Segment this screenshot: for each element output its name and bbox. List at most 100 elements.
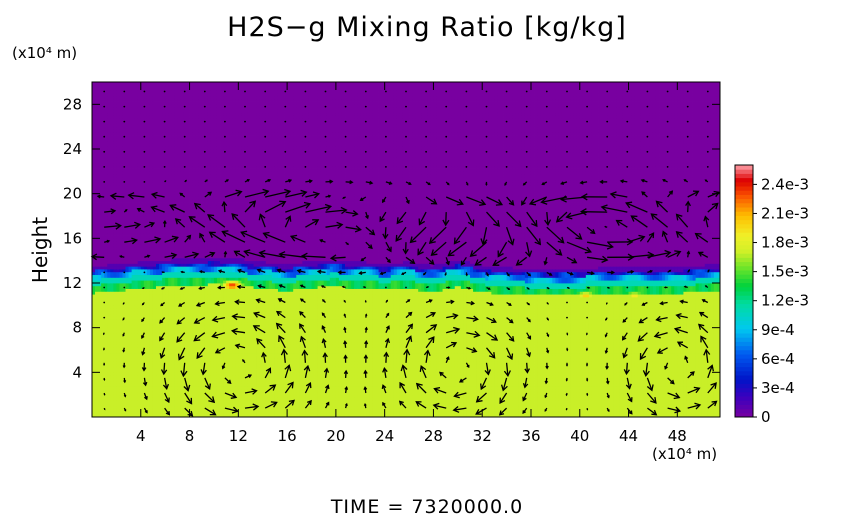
field-cell xyxy=(211,291,214,294)
field-cell xyxy=(196,263,199,266)
field-cell xyxy=(135,152,138,155)
field-cell xyxy=(138,258,141,261)
field-cell xyxy=(217,411,220,414)
field-cell xyxy=(162,258,165,261)
field-cell xyxy=(205,277,208,280)
field-cell xyxy=(144,247,147,250)
field-cell xyxy=(95,330,98,333)
field-cell xyxy=(208,364,211,367)
field-cell xyxy=(190,127,193,130)
field-cell xyxy=(183,116,186,119)
field-cell xyxy=(214,280,217,283)
field-cell xyxy=(147,129,150,132)
field-cell xyxy=(211,392,214,395)
field-cell xyxy=(214,194,217,197)
field-cell xyxy=(138,233,141,236)
field-cell xyxy=(95,177,98,180)
field-cell xyxy=(211,102,214,105)
field-cell xyxy=(147,269,150,272)
field-cell xyxy=(199,213,202,216)
field-cell xyxy=(132,409,135,412)
field-cell xyxy=(135,255,138,258)
field-cell xyxy=(180,258,183,261)
field-cell xyxy=(162,202,165,205)
field-cell xyxy=(156,389,159,392)
field-cell xyxy=(183,339,186,342)
field-cell xyxy=(138,238,141,241)
field-cell xyxy=(122,389,125,392)
field-cell xyxy=(205,138,208,141)
field-cell xyxy=(98,138,101,141)
field-cell xyxy=(183,146,186,149)
field-cell xyxy=(119,99,122,102)
field-cell xyxy=(187,107,190,110)
field-cell xyxy=(156,289,159,292)
field-cell xyxy=(110,263,113,266)
field-cell xyxy=(211,160,214,163)
field-cell xyxy=(98,336,101,339)
field-cell xyxy=(199,85,202,88)
field-cell xyxy=(202,227,205,230)
field-cell xyxy=(162,177,165,180)
field-cell xyxy=(193,356,196,359)
field-cell xyxy=(113,163,116,166)
field-cell xyxy=(92,395,95,398)
field-cell xyxy=(187,160,190,163)
field-cell xyxy=(110,188,113,191)
field-cell xyxy=(101,319,104,322)
field-cell xyxy=(214,196,217,199)
field-cell xyxy=(165,166,168,169)
field-cell xyxy=(95,336,98,339)
field-cell xyxy=(187,196,190,199)
field-cell xyxy=(202,127,205,130)
field-cell xyxy=(138,277,141,280)
field-cell xyxy=(110,364,113,367)
field-cell xyxy=(165,191,168,194)
field-cell xyxy=(101,99,104,102)
field-cell xyxy=(92,342,95,345)
field-cell xyxy=(162,169,165,172)
field-cell xyxy=(171,269,174,272)
field-cell xyxy=(159,85,162,88)
field-cell xyxy=(168,277,171,280)
field-cell xyxy=(208,177,211,180)
field-cell xyxy=(126,104,129,107)
field-cell xyxy=(144,291,147,294)
field-cell xyxy=(183,185,186,188)
field-cell xyxy=(132,356,135,359)
field-cell xyxy=(92,403,95,406)
field-cell xyxy=(98,353,101,356)
field-cell xyxy=(208,272,211,275)
field-cell xyxy=(211,210,214,213)
field-cell xyxy=(132,275,135,278)
field-cell xyxy=(187,308,190,311)
field-cell xyxy=(119,330,122,333)
field-cell xyxy=(98,277,101,280)
field-cell xyxy=(138,205,141,208)
field-cell xyxy=(168,294,171,297)
field-cell xyxy=(174,157,177,160)
field-cell xyxy=(202,132,205,135)
field-cell xyxy=(193,389,196,392)
field-cell xyxy=(171,361,174,364)
field-cell xyxy=(214,384,217,387)
field-cell xyxy=(168,317,171,320)
field-cell xyxy=(211,194,214,197)
field-cell xyxy=(122,375,125,378)
field-cell xyxy=(147,157,150,160)
field-cell xyxy=(165,208,168,211)
field-cell xyxy=(116,210,119,213)
field-cell xyxy=(119,375,122,378)
field-cell xyxy=(104,124,107,127)
field-cell xyxy=(156,358,159,361)
field-cell xyxy=(98,294,101,297)
field-cell xyxy=(126,227,129,230)
field-cell xyxy=(141,146,144,149)
field-cell xyxy=(132,219,135,222)
field-cell xyxy=(208,370,211,373)
field-cell xyxy=(110,266,113,269)
field-cell xyxy=(153,325,156,328)
field-cell xyxy=(144,132,147,135)
field-cell xyxy=(153,104,156,107)
field-cell xyxy=(138,400,141,403)
